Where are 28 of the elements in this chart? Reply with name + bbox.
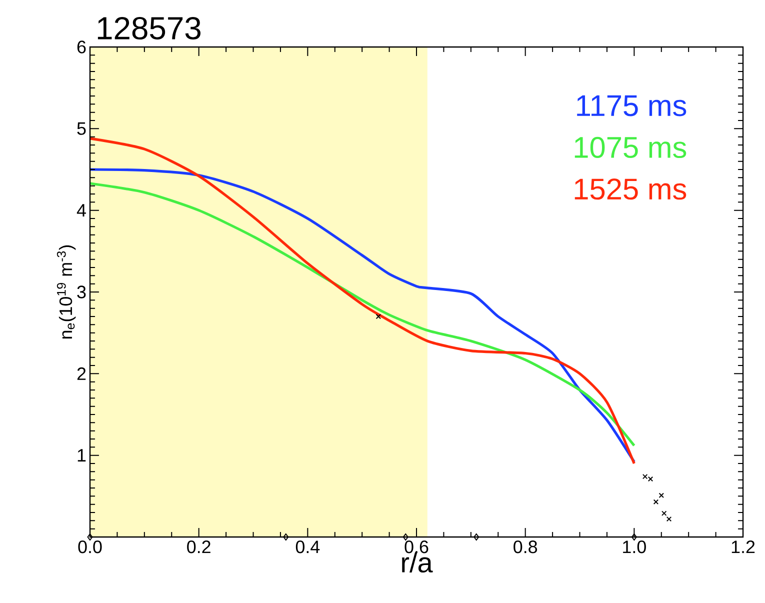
x-tick-label: 0.0: [78, 540, 102, 554]
x-tick-label: 0.6: [404, 540, 428, 554]
y-tick-label: 1: [78, 449, 86, 462]
text: 1525 ms: [574, 178, 686, 200]
point: [658, 492, 664, 498]
x-tick-label: 1.2: [732, 540, 755, 554]
x-tick-label: 0.2: [187, 540, 210, 554]
text: 1075 ms: [574, 136, 686, 158]
chart-title: 128573: [98, 16, 200, 40]
y-tick-label: 3: [77, 286, 86, 298]
point: [631, 534, 637, 540]
point: [376, 314, 382, 320]
point: [661, 510, 667, 516]
y-tick-label: 5: [77, 122, 86, 135]
x-tick-label: 1.0: [623, 540, 646, 554]
y-tick-label: 4: [76, 204, 86, 216]
y-axis-title: n$_{e}$(10$^{19}$ m$^{-3}$): [56, 245, 76, 339]
x-tick-label: 0.8: [514, 540, 538, 554]
point: [474, 534, 480, 540]
x-tick-label: 0.4: [296, 540, 320, 554]
point: [283, 534, 289, 540]
point: [666, 516, 672, 522]
text: 1175 ms: [577, 95, 686, 116]
x-axis-title: r/a: [402, 552, 433, 573]
point: [653, 499, 659, 504]
point: [402, 534, 408, 540]
y-tick-label: 2: [77, 367, 86, 380]
y-tick-label: 6: [77, 40, 86, 54]
